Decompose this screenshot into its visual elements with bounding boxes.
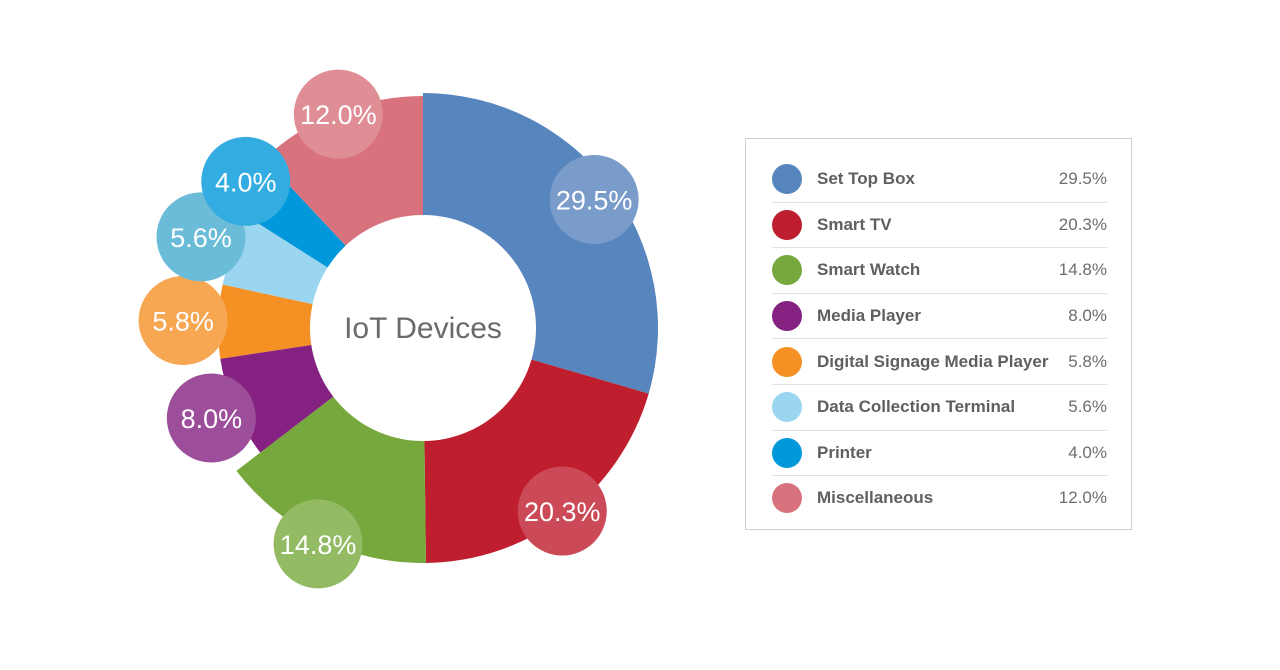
legend-label: Smart TV (817, 214, 892, 234)
legend-label: Media Player (817, 306, 921, 326)
legend-swatch (772, 483, 802, 514)
legend-item-digital-signage-media-player: Digital Signage Media Player 5.8% (772, 339, 1107, 385)
slice-value-bubble (166, 373, 256, 463)
legend-item-miscellaneous: Miscellaneous 12.0% (772, 476, 1107, 521)
legend-value: 12.0% (1058, 488, 1107, 508)
legend-item-smart-tv: Smart TV 20.3% (772, 203, 1107, 249)
legend-value: 29.5% (1058, 169, 1107, 189)
bubbles-group: 29.5% 20.3% 14.8% 8.0% 5.8% 5.6% 4.0% 12.0% (138, 69, 639, 589)
legend-value: 5.8% (1068, 351, 1107, 371)
slice-value-label: 29.5% (556, 186, 633, 216)
legend-swatch (772, 392, 802, 423)
slice-value-label: 8.0% (181, 404, 243, 434)
legend: Set Top Box 29.5% Smart TV 20.3% Smart W… (745, 138, 1132, 530)
legend-swatch (772, 437, 802, 468)
slice-value-bubble (138, 275, 228, 365)
donut-hole (310, 215, 536, 441)
legend-value: 8.0% (1068, 306, 1107, 326)
legend-label: Set Top Box (817, 169, 915, 189)
legend-swatch (772, 209, 802, 240)
slice-value-label: 5.6% (170, 223, 232, 253)
legend-value: 14.8% (1058, 260, 1107, 280)
legend-label: Miscellaneous (817, 488, 934, 508)
slice-value-bubble (293, 69, 383, 159)
slice-value-label: 20.3% (524, 497, 601, 527)
donut-chart: IoT Devices 29.5% 20.3% 14.8% 8.0% 5.8% 5.6% 4… (138, 69, 658, 589)
legend-item-set-top-box: Set Top Box 29.5% (772, 157, 1107, 203)
legend-item-smart-watch: Smart Watch 14.8% (772, 248, 1107, 294)
legend-swatch (772, 164, 802, 195)
legend-label: Smart Watch (817, 260, 921, 280)
slice-value-label: 14.8% (280, 530, 357, 560)
slice-value-label: 4.0% (215, 167, 277, 197)
legend-value: 20.3% (1058, 214, 1107, 234)
legend-label: Digital Signage Media Player (817, 351, 1049, 371)
legend-item-printer: Printer 4.0% (772, 431, 1107, 477)
legend-item-media-player: Media Player 8.0% (772, 294, 1107, 340)
slice-value-bubble (517, 466, 607, 556)
legend-label: Data Collection Terminal (817, 397, 1016, 417)
slice-value-label: 12.0% (300, 100, 377, 130)
slice-value-bubble (273, 499, 363, 589)
legend-label: Printer (817, 442, 872, 462)
legend-item-data-collection-terminal: Data Collection Terminal 5.6% (772, 385, 1107, 431)
chart-title: IoT Devices (344, 312, 502, 345)
slice-value-bubble (201, 136, 291, 226)
legend-value: 5.6% (1068, 397, 1107, 417)
legend-swatch (772, 301, 802, 332)
slice-value-label: 5.8% (152, 306, 214, 336)
legend-value: 4.0% (1068, 442, 1107, 462)
legend-swatch (772, 255, 802, 286)
slice-value-bubble (549, 155, 639, 245)
legend-swatch (772, 346, 802, 377)
